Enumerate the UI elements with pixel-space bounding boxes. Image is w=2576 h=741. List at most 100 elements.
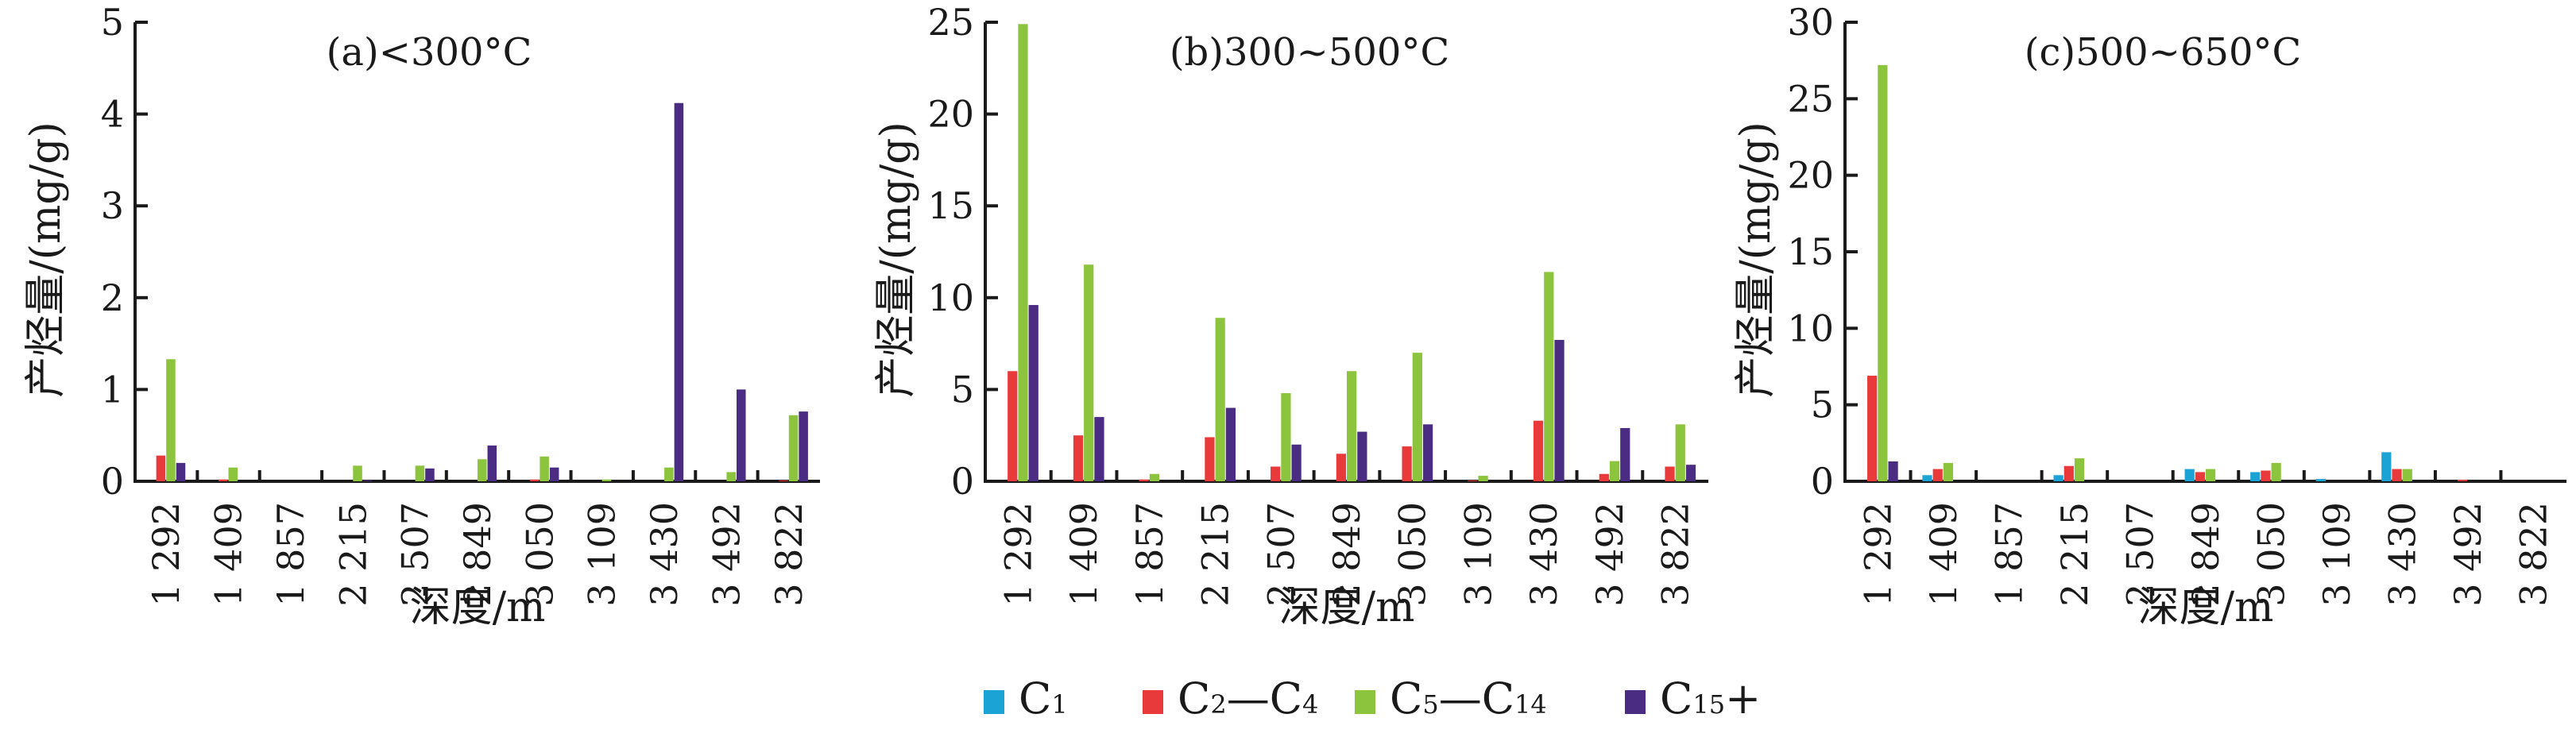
bar-C2C4-5	[1336, 453, 1346, 481]
bar-C2C4-0	[1867, 376, 1878, 481]
chart-panel-0: 0 1 2 3 4 5 产烃量/(mg/g) (a)<300°C 1 292 1 409 1 857…	[22, 1, 820, 631]
bar-C2C4-0	[1008, 371, 1018, 481]
bar-C5C14-3	[2074, 458, 2085, 481]
bar-C2C4-0	[156, 455, 166, 481]
y-tick-label: 0	[1811, 460, 1834, 503]
bar-C2C4-10	[1665, 466, 1675, 481]
y-tick-label: 2	[101, 276, 124, 319]
bar-C15plus-10	[1685, 465, 1696, 481]
x-tick-label: 3 109	[1456, 502, 1499, 607]
bar-C1-5	[2184, 469, 2195, 481]
x-axis-title: 深度/m	[1279, 584, 1415, 631]
bar-C5C14-8	[2402, 469, 2412, 481]
x-tick-label: 3 430	[643, 502, 686, 607]
bar-C15plus-3	[1225, 407, 1236, 481]
y-tick-label: 3	[101, 184, 124, 227]
bar-C15plus-9	[736, 389, 746, 481]
legend-label: C2—C4	[1178, 673, 1318, 724]
x-tick-label: 2 849	[2184, 502, 2227, 607]
y-axis-title: 产烃量/(mg/g)	[1732, 122, 1780, 398]
y-axis-title: 产烃量/(mg/g)	[872, 122, 920, 398]
bar-C5C14-0	[1878, 64, 1888, 482]
bar-C5C14-4	[1281, 393, 1291, 481]
x-tick-label: 3 492	[705, 502, 748, 607]
chart-title: (b)300~500°C	[1170, 30, 1449, 75]
bar-C15plus-0	[1028, 305, 1039, 481]
legend-label: C15+	[1660, 673, 1761, 724]
bar-C1-7	[2315, 479, 2326, 481]
bar-C2C4-9	[2457, 480, 2468, 481]
y-tick-label: 20	[1787, 154, 1834, 197]
bar-C5C14-0	[1018, 24, 1028, 481]
bar-C1-3	[2053, 475, 2064, 481]
bar-C15plus-4	[425, 468, 435, 481]
x-tick-label: 1 857	[1128, 502, 1171, 607]
bar-C15plus-6	[1422, 424, 1433, 481]
y-tick-label: 5	[1811, 384, 1834, 426]
x-tick-label: 1 409	[207, 502, 250, 607]
bar-C5C14-6	[1412, 353, 1422, 481]
chart-panel-2: 0 5 10 15 20 25 30 产烃量/(mg/g) (c)500~650°C 1 292 1…	[1732, 1, 2566, 631]
x-axis-title: 深度/m	[410, 584, 546, 631]
x-tick-label: 3 492	[1588, 502, 1631, 607]
y-tick-label: 0	[101, 460, 124, 503]
x-tick-label: 2 849	[456, 502, 499, 607]
bar-C15plus-3	[362, 480, 373, 481]
x-tick-label: 3 050	[2250, 502, 2293, 607]
bar-C2C4-6	[1402, 446, 1412, 481]
legend-item-0: C1	[984, 673, 1068, 724]
bar-C5C14-3	[353, 465, 362, 481]
x-tick-label: 3 430	[2381, 502, 2424, 607]
x-tick-label: 2 215	[331, 502, 374, 607]
y-tick-label: 15	[927, 184, 974, 227]
x-tick-label: 1 292	[145, 502, 188, 607]
bar-C2C4-3	[1205, 437, 1215, 481]
x-tick-label: 1 292	[996, 502, 1039, 607]
y-tick-label: 5	[101, 1, 124, 44]
bar-C5C14-0	[166, 359, 176, 481]
x-tick-label: 1 409	[1922, 502, 1965, 607]
x-tick-label: 1 409	[1062, 502, 1105, 607]
x-tick-label: 3 050	[518, 502, 561, 607]
x-tick-label: 3 109	[2315, 502, 2358, 607]
bar-C2C4-4	[1271, 466, 1281, 481]
bar-C5C14-10	[1675, 424, 1685, 481]
legend-swatch	[1355, 690, 1375, 714]
bar-C2C4-1	[219, 479, 228, 481]
bar-C15plus-0	[176, 462, 186, 481]
y-tick-label: 25	[1787, 77, 1834, 120]
bar-C2C4-5	[2195, 472, 2205, 481]
bar-C2C4-6	[529, 479, 540, 481]
bar-C5C14-5	[478, 459, 487, 481]
chart-panel-1: 0 5 10 15 20 25 产烃量/(mg/g) (b)300~500°C 1 292 1 4…	[872, 1, 1708, 631]
legend: C1 C2—C4 C5—C14 C15+	[984, 673, 1761, 724]
bar-C2C4-8	[1533, 420, 1544, 481]
x-tick-label: 3 822	[1654, 502, 1697, 607]
bar-C15plus-8	[674, 102, 684, 481]
y-tick-label: 4	[101, 93, 124, 136]
legend-swatch	[1143, 690, 1163, 714]
x-tick-label: 1 857	[1987, 502, 2030, 607]
bar-C5C14-1	[1084, 264, 1094, 481]
y-tick-label: 0	[951, 460, 974, 503]
bar-C2C4-1	[1073, 435, 1084, 481]
legend-label: C5—C14	[1390, 673, 1547, 724]
legend-label: C1	[1019, 673, 1068, 724]
bar-C15plus-0	[1888, 461, 1898, 481]
bar-C5C14-10	[788, 415, 799, 481]
bar-C5C14-8	[664, 467, 674, 481]
x-tick-label: 3 430	[1522, 502, 1565, 607]
legend-swatch	[984, 690, 1004, 714]
bar-C5C14-6	[540, 456, 549, 481]
bar-C15plus-9	[1620, 427, 1630, 481]
y-axis-title: 产烃量/(mg/g)	[22, 122, 70, 398]
y-tick-label: 25	[927, 1, 974, 44]
bar-C15plus-8	[1554, 339, 1565, 481]
x-axis-title: 深度/m	[2138, 584, 2274, 631]
legend-item-1: C2—C4	[1143, 673, 1318, 724]
chart-title: (a)<300°C	[327, 30, 532, 75]
x-tick-label: 1 857	[269, 502, 312, 607]
chart-title: (c)500~650°C	[2025, 30, 2302, 75]
bar-C5C14-7	[601, 479, 612, 481]
x-tick-label: 2 507	[394, 502, 437, 607]
